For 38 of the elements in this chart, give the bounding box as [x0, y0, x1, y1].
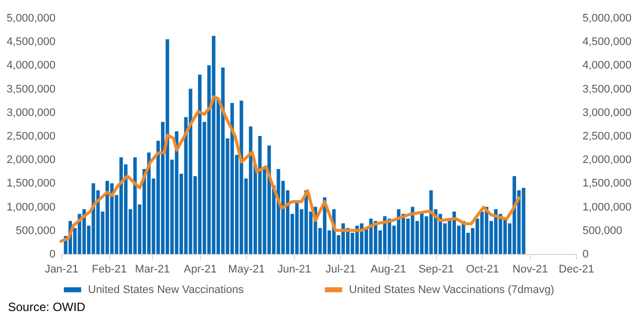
y2-tick-label: 3,000,000 [582, 106, 632, 119]
x-tick-label: Aug-21 [370, 264, 406, 276]
x-tick-label: Jan-21 [44, 264, 78, 276]
x-tick-label: Oct-21 [466, 264, 499, 276]
source-note: Source: OWID [8, 300, 86, 314]
y2-tick-label: 2,000,000 [582, 154, 632, 166]
y2-tick-label: 500,000 [582, 224, 622, 237]
x-tick-label: Feb-21 [92, 264, 127, 276]
legend-label: United States New Vaccinations (7dmavg) [349, 284, 554, 296]
x-tick-label: Jun-21 [278, 264, 312, 276]
y2-tick-label: 1,500,000 [582, 178, 632, 190]
y-tick-label: 3,000,000 [6, 106, 56, 119]
y-tick-label: 5,000,000 [6, 12, 56, 24]
y-tick-label: 0 [49, 248, 56, 260]
x-tick-label: Sep-21 [418, 264, 454, 276]
x-tick-label: Jul-21 [326, 264, 356, 276]
y-tick-label: 4,500,000 [6, 36, 56, 48]
y2-tick-label: 1,000,000 [582, 201, 632, 214]
x-tick-label: May-21 [228, 264, 265, 276]
y-tick-label: 2,000,000 [6, 154, 56, 166]
y-tick-label: 500,000 [16, 224, 56, 237]
y2-tick-label: 4,500,000 [582, 36, 632, 48]
x-tick-label: Apr-21 [184, 264, 217, 276]
y2-tick-label: 2,500,000 [582, 130, 632, 142]
y2-tick-label: 3,500,000 [582, 83, 632, 96]
y2-tick-label: 0 [582, 248, 589, 260]
legend-label: United States New Vaccinations [88, 284, 244, 296]
y2-tick-label: 5,000,000 [582, 12, 632, 24]
y2-tick-label: 4,000,000 [582, 60, 632, 72]
line-series [60, 95, 520, 243]
y-tick-label: 3,500,000 [6, 83, 56, 96]
y-tick-label: 4,000,000 [6, 60, 56, 72]
y-tick-label: 1,000,000 [6, 201, 56, 214]
y-tick-label: 1,500,000 [6, 178, 56, 190]
x-tick-label: Nov-21 [512, 264, 548, 276]
x-tick-label: Dec-21 [558, 264, 594, 276]
x-tick-label: Mar-21 [135, 264, 170, 276]
y-tick-label: 2,500,000 [6, 130, 56, 142]
